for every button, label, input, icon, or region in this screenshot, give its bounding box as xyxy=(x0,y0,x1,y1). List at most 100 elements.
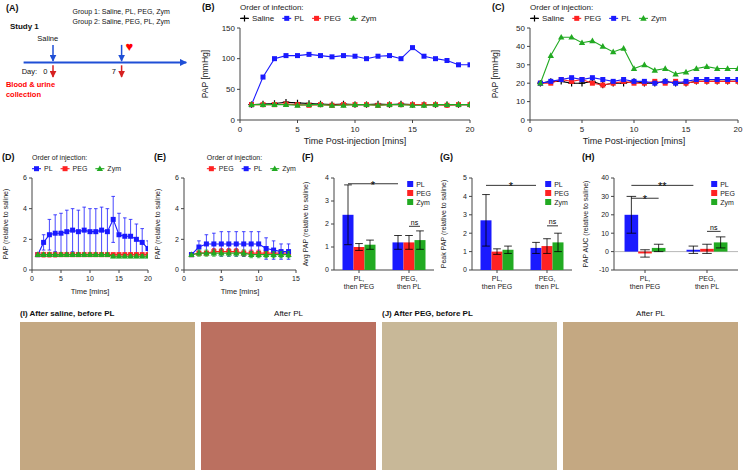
marker xyxy=(248,101,254,107)
error-bar xyxy=(627,196,637,233)
error-bar xyxy=(394,236,402,250)
marker xyxy=(538,81,543,86)
marker xyxy=(621,77,626,82)
legend-entry: Zym xyxy=(349,14,377,23)
legend-label: PEG xyxy=(554,190,569,197)
series xyxy=(249,45,470,107)
photo-panel: After PL xyxy=(563,309,738,470)
marker xyxy=(284,102,289,107)
panel-label: (A) xyxy=(6,3,18,13)
y-tick-label: 0 xyxy=(23,266,27,273)
marker xyxy=(93,229,98,234)
marker xyxy=(422,54,427,59)
legend-entry: PL xyxy=(545,181,563,188)
y-axis-line xyxy=(472,178,473,270)
injection-arrow xyxy=(52,45,54,61)
marker xyxy=(264,246,269,251)
y-axis-label: PAP [mmHg] xyxy=(200,50,210,98)
marker xyxy=(537,80,543,86)
y-tick xyxy=(469,233,472,234)
marker xyxy=(352,101,358,107)
marker xyxy=(241,251,246,256)
marker xyxy=(387,53,392,58)
marker xyxy=(694,77,699,82)
legend-marker xyxy=(97,165,103,171)
y-axis-label: PAP (relative to saline) xyxy=(2,189,10,260)
panel-label: (H) xyxy=(582,152,595,162)
legend-title: Order of injection: xyxy=(207,154,262,162)
line xyxy=(38,219,148,254)
marker xyxy=(537,80,543,86)
marker xyxy=(110,253,116,259)
marker xyxy=(704,63,710,69)
marker xyxy=(632,79,637,84)
legend-entry: PL xyxy=(282,14,304,23)
legend-swatch xyxy=(407,190,413,196)
marker xyxy=(590,75,595,80)
marker xyxy=(59,252,64,257)
marker xyxy=(35,252,40,257)
marker xyxy=(255,251,261,257)
error-bar xyxy=(82,207,86,253)
x-tick xyxy=(530,120,531,123)
legend-label: Zym xyxy=(720,199,734,207)
marker xyxy=(600,82,606,88)
legend-entry: PEG xyxy=(572,14,601,23)
schematic-text: collection xyxy=(6,90,41,99)
legend-entry: Zym xyxy=(95,165,121,173)
marker xyxy=(226,241,231,246)
panel-label: (F) xyxy=(302,152,314,162)
y-tick-label: 0 xyxy=(231,116,236,125)
marker xyxy=(64,251,70,257)
marker xyxy=(693,65,699,71)
error-bars xyxy=(355,236,413,251)
legend-swatch xyxy=(711,199,717,205)
marker xyxy=(318,53,323,58)
error-bar xyxy=(416,231,424,249)
y-tick-label: 2 xyxy=(325,220,329,227)
marker xyxy=(330,54,335,59)
y-tick xyxy=(29,208,32,209)
text-line: PL, xyxy=(640,275,651,282)
marker xyxy=(399,56,404,61)
marker xyxy=(662,65,668,71)
error-bars xyxy=(654,237,726,252)
marker xyxy=(204,241,209,246)
marker xyxy=(641,62,647,68)
x-tick xyxy=(582,120,583,123)
significance-label: ** xyxy=(658,180,667,192)
marker xyxy=(70,252,75,257)
marker xyxy=(40,251,46,257)
marker xyxy=(375,102,381,108)
text-line: then PL xyxy=(695,283,719,290)
marker xyxy=(652,80,658,86)
marker xyxy=(46,251,52,257)
marker xyxy=(249,102,254,107)
error-bar xyxy=(554,233,562,251)
legend-marker xyxy=(244,166,249,171)
series xyxy=(492,246,553,270)
marker xyxy=(353,102,358,107)
x-tick xyxy=(90,270,91,273)
marker xyxy=(724,65,730,71)
plot-area xyxy=(481,195,564,270)
x-tick-label: 5 xyxy=(580,125,585,134)
y-tick-label: -10 xyxy=(599,266,609,273)
x-tick-label: 0 xyxy=(30,275,34,282)
error-bars xyxy=(627,196,699,253)
schematic-text: Blood & urine xyxy=(6,80,55,89)
marker xyxy=(196,245,201,250)
text-line: PL, xyxy=(492,275,503,282)
y-tick-label: 0 xyxy=(521,116,526,125)
legend: Order of infection:SalinePLPEGZym xyxy=(240,3,377,23)
marker xyxy=(64,229,69,234)
marker xyxy=(455,101,461,107)
marker xyxy=(272,56,277,61)
marker xyxy=(600,77,605,82)
marker xyxy=(261,75,266,80)
legend-label: PL xyxy=(720,181,729,188)
legend-entry: Zym xyxy=(407,199,430,207)
marker xyxy=(41,252,46,257)
collection-arrow xyxy=(52,65,54,77)
marker xyxy=(725,77,730,82)
